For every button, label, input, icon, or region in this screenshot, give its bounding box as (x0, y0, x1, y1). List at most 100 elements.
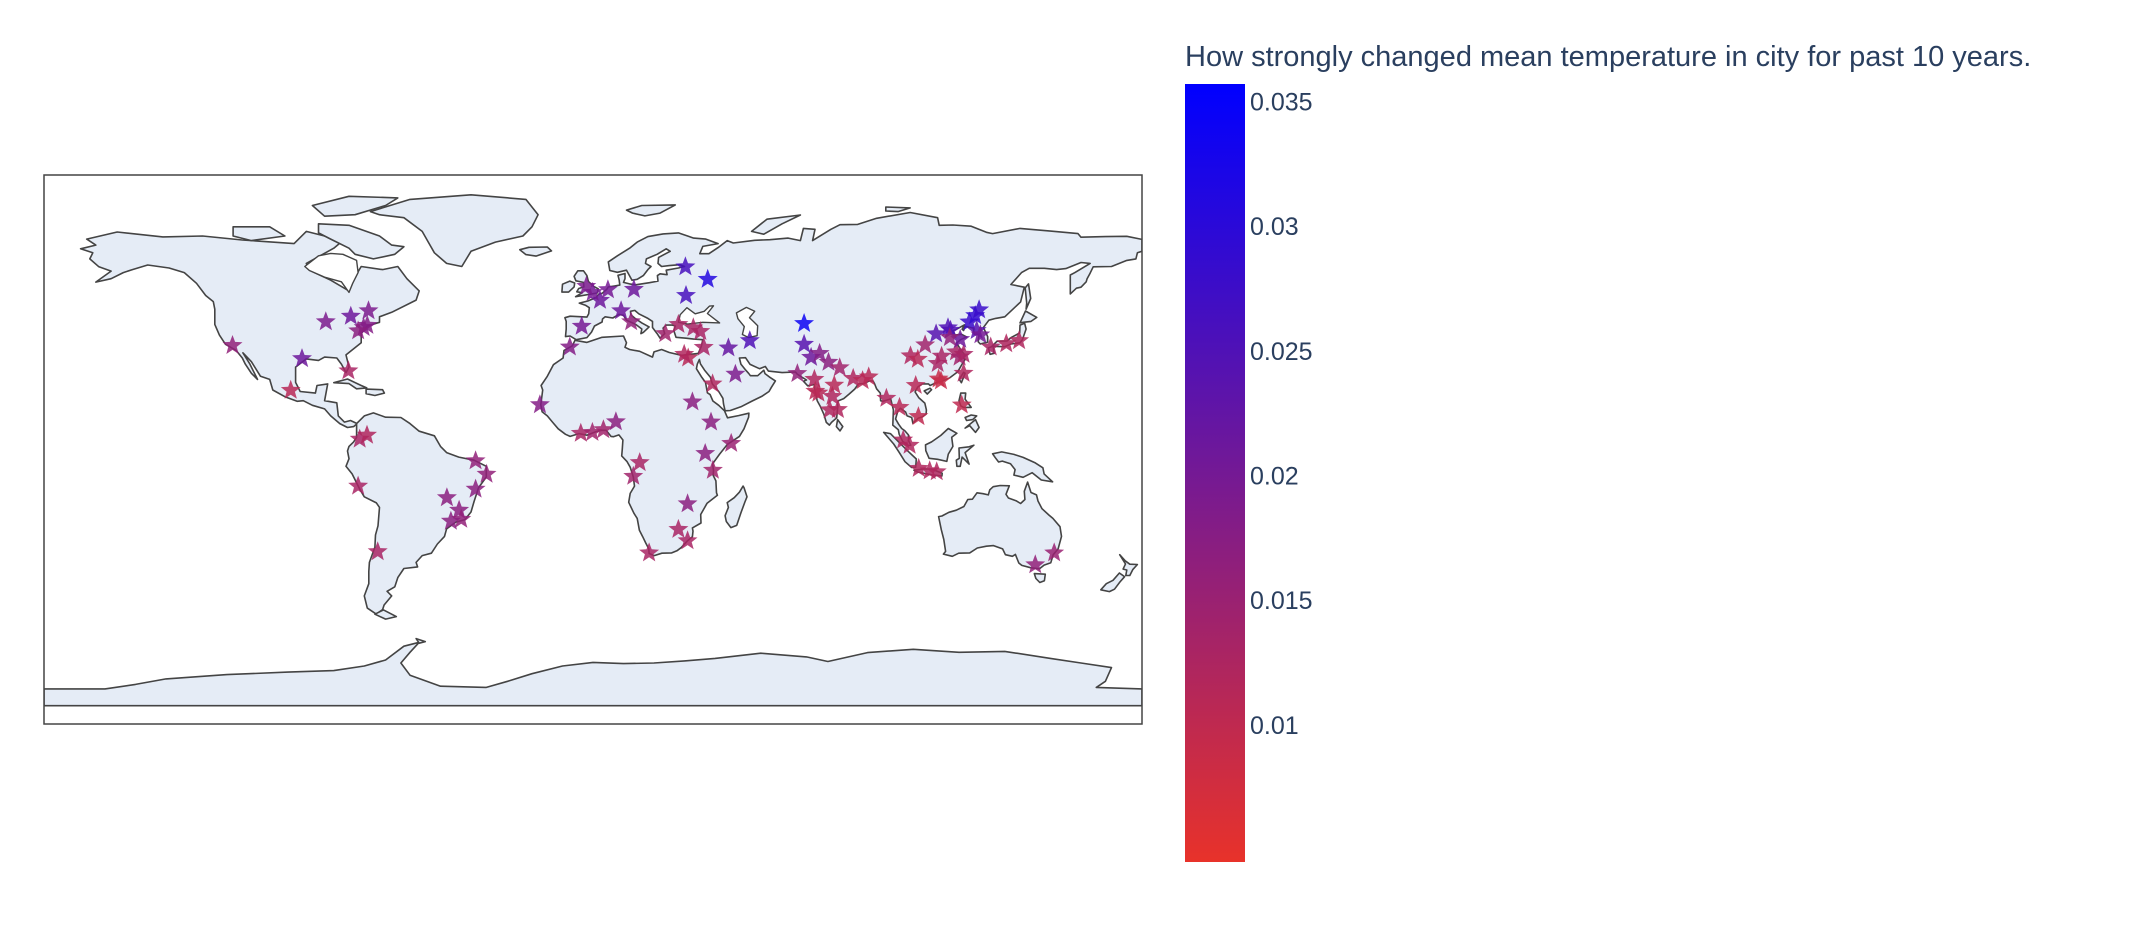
city-marker-star[interactable] (571, 315, 592, 335)
city-marker-star[interactable] (348, 320, 369, 340)
city-marker-star[interactable] (794, 313, 814, 332)
city-marker-star[interactable] (611, 300, 631, 320)
city-marker-star[interactable] (1009, 330, 1030, 350)
city-marker-star[interactable] (559, 336, 580, 356)
city-marker-star[interactable] (801, 346, 822, 366)
city-marker-star[interactable] (893, 429, 914, 449)
city-marker-star[interactable] (702, 459, 723, 479)
city-marker-star[interactable] (900, 345, 921, 365)
city-marker-star[interactable] (598, 279, 618, 299)
city-marker-star[interactable] (695, 443, 716, 462)
city-marker-star[interactable] (367, 541, 388, 561)
city-marker-star[interactable] (358, 300, 379, 320)
city-marker-star[interactable] (529, 394, 550, 414)
city-marker-star[interactable] (718, 337, 739, 357)
city-marker-star[interactable] (690, 321, 711, 340)
city-marker-star[interactable] (804, 368, 825, 388)
city-marker-star[interactable] (677, 493, 698, 513)
city-marker-star[interactable] (349, 428, 370, 448)
city-marker-star[interactable] (959, 311, 980, 331)
city-marker-star[interactable] (340, 305, 361, 325)
city-marker-star[interactable] (808, 382, 829, 402)
city-marker-star[interactable] (353, 317, 374, 336)
city-marker-star[interactable] (950, 328, 971, 348)
city-marker-star[interactable] (655, 323, 676, 343)
city-marker-star[interactable] (675, 256, 696, 276)
city-marker-star[interactable] (582, 421, 603, 441)
city-marker-star[interactable] (819, 399, 840, 419)
city-marker-star[interactable] (338, 360, 359, 380)
city-marker-star[interactable] (721, 432, 742, 452)
city-marker-star[interactable] (818, 351, 839, 371)
city-marker-star[interactable] (907, 348, 928, 368)
city-marker-star[interactable] (621, 311, 642, 331)
city-marker-star[interactable] (623, 278, 644, 298)
city-marker-star[interactable] (222, 335, 243, 354)
city-marker-star[interactable] (787, 363, 808, 382)
city-marker-star[interactable] (822, 385, 843, 405)
city-marker-star[interactable] (939, 327, 960, 347)
city-marker-star[interactable] (931, 345, 952, 365)
city-marker-star[interactable] (969, 299, 990, 319)
city-marker-star[interactable] (623, 465, 644, 485)
city-marker-star[interactable] (702, 373, 723, 393)
city-marker-star[interactable] (966, 320, 987, 339)
city-marker-star[interactable] (908, 406, 929, 426)
city-marker-star[interactable] (674, 343, 695, 363)
city-marker-star[interactable] (451, 508, 472, 528)
city-marker-star[interactable] (829, 357, 850, 377)
city-marker-star[interactable] (590, 289, 610, 309)
city-marker-star[interactable] (676, 285, 696, 304)
city-marker-star[interactable] (701, 411, 721, 431)
city-marker-star[interactable] (1044, 542, 1065, 562)
city-marker-star[interactable] (739, 330, 760, 350)
city-marker-star[interactable] (357, 424, 377, 444)
city-marker-star[interactable] (639, 542, 660, 562)
city-marker-star[interactable] (348, 475, 369, 495)
city-marker-star[interactable] (953, 343, 974, 363)
city-marker-star[interactable] (436, 487, 457, 507)
city-marker-star[interactable] (682, 391, 703, 411)
city-marker-star[interactable] (440, 510, 461, 530)
city-marker-star[interactable] (697, 268, 718, 288)
city-marker-star[interactable] (953, 362, 974, 382)
city-marker-star[interactable] (315, 311, 336, 331)
city-marker-star[interactable] (582, 281, 603, 301)
city-marker-star[interactable] (725, 363, 746, 383)
city-marker-star[interactable] (576, 275, 597, 295)
city-marker-star[interactable] (683, 317, 704, 337)
city-marker-star[interactable] (852, 370, 873, 390)
city-marker-star[interactable] (915, 334, 936, 354)
city-marker-star[interactable] (465, 478, 486, 498)
city-marker-star[interactable] (858, 366, 879, 386)
city-marker-star[interactable] (970, 324, 991, 344)
city-marker-star[interactable] (980, 336, 1001, 356)
city-marker-star[interactable] (668, 518, 689, 538)
world-map[interactable] (43, 174, 1143, 725)
city-marker-star[interactable] (931, 370, 951, 390)
city-marker-star[interactable] (593, 419, 614, 439)
city-marker-star[interactable] (946, 341, 966, 361)
city-marker-star[interactable] (794, 333, 814, 353)
city-marker-star[interactable] (1025, 554, 1046, 574)
city-marker-star[interactable] (292, 348, 312, 368)
city-marker-star[interactable] (951, 394, 972, 414)
city-marker-star[interactable] (809, 342, 830, 362)
city-marker-star[interactable] (926, 461, 947, 481)
city-marker-star[interactable] (465, 450, 486, 470)
city-marker-star[interactable] (905, 375, 926, 394)
city-marker-star[interactable] (876, 387, 897, 407)
city-marker-star[interactable] (605, 411, 626, 431)
city-marker-star[interactable] (570, 422, 591, 442)
city-marker-star[interactable] (827, 399, 848, 418)
city-marker-star[interactable] (996, 333, 1017, 353)
city-marker-star[interactable] (889, 396, 910, 416)
city-marker-star[interactable] (824, 374, 845, 394)
city-marker-star[interactable] (449, 499, 470, 519)
city-marker-star[interactable] (668, 313, 689, 333)
city-marker-star[interactable] (908, 457, 929, 477)
city-marker-star[interactable] (280, 379, 301, 399)
city-marker-star[interactable] (926, 323, 947, 343)
city-marker-star[interactable] (476, 463, 497, 483)
city-marker-star[interactable] (677, 530, 698, 550)
